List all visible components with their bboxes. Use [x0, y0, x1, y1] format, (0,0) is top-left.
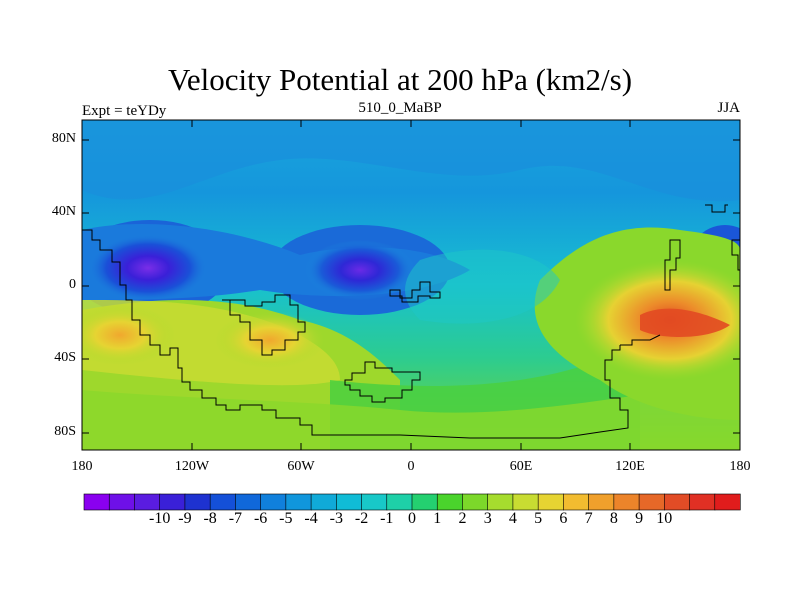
colorbar-label: -9 [178, 510, 192, 527]
colorbar-swatch [108, 493, 136, 511]
colorbar-swatch [285, 493, 312, 511]
lon-label-60e: 60E [509, 459, 533, 474]
colorbar-swatch [588, 493, 615, 511]
colorbar [83, 493, 741, 511]
colorbar-swatch [336, 493, 363, 511]
season-label: JJA [717, 100, 740, 116]
colorbar-label: 4 [508, 510, 517, 527]
colorbar-label: 3 [483, 510, 492, 527]
colorbar-swatch [83, 493, 110, 511]
colorbar-label: -5 [279, 510, 293, 527]
colorbar-swatch [260, 493, 287, 511]
lon-label-120w: 120W [174, 459, 210, 474]
experiment-label: Expt = teYDy [82, 103, 167, 119]
colorbar-swatch [310, 493, 337, 511]
lat-label-40s: 40S [54, 350, 76, 365]
colorbar-label: 2 [458, 510, 467, 527]
colorbar-swatch [462, 493, 489, 511]
colorbar-label: 1 [433, 510, 442, 527]
colorbar-swatch [361, 493, 388, 511]
colorbar-swatch [487, 493, 514, 511]
colorbar-label: -6 [253, 510, 268, 527]
colorbar-label: 7 [584, 510, 593, 527]
colorbar-swatch [386, 493, 413, 511]
colorbar-label: -8 [203, 510, 217, 527]
lon-label-0: 0 [407, 459, 415, 474]
colorbar-label: 0 [408, 510, 416, 527]
colorbar-swatch [184, 493, 211, 511]
colorbar-swatch [638, 493, 665, 511]
colorbar-label: 6 [559, 510, 568, 527]
colorbar-label: -3 [329, 510, 343, 527]
colorbar-label: -4 [304, 510, 318, 527]
colorbar-swatch [714, 493, 741, 511]
colorbar-swatch [512, 493, 539, 511]
colorbar-swatch [537, 493, 564, 511]
lon-label-180w: 180 [71, 459, 93, 474]
colorbar-label: -1 [380, 510, 394, 527]
lon-label-60w: 60W [287, 459, 315, 474]
colorbar-swatch [436, 493, 464, 511]
map-title: Velocity Potential at 200 hPa (km2/s) [167, 62, 633, 97]
colorbar-swatch [235, 493, 262, 511]
colorbar-label: 10 [656, 510, 673, 527]
colorbar-swatch [209, 493, 236, 511]
colorbar-swatch [563, 493, 590, 511]
colorbar-swatch [134, 493, 161, 511]
colorbar-label: -10 [149, 510, 171, 527]
colorbar-label: 5 [534, 510, 543, 527]
colorbar-label: -7 [228, 510, 243, 527]
case-label: 510_0_MaBP [358, 100, 442, 116]
colorbar-swatch [613, 493, 640, 511]
colorbar-label: 8 [609, 510, 618, 527]
lat-label-80n: 80N [51, 131, 76, 146]
colorbar-swatch [664, 493, 691, 511]
colorbar-swatch [689, 493, 716, 511]
lat-label-equator: 0 [69, 277, 76, 292]
colorbar-label: -2 [354, 510, 369, 527]
colorbar-swatch [159, 493, 186, 511]
lon-label-120e: 120E [615, 459, 645, 474]
colorbar-label: 9 [635, 510, 644, 527]
lat-label-80s: 80S [54, 424, 76, 439]
lon-label-180e: 180 [729, 459, 751, 474]
colorbar-swatch [411, 493, 438, 511]
lat-label-40n: 40N [51, 204, 76, 219]
